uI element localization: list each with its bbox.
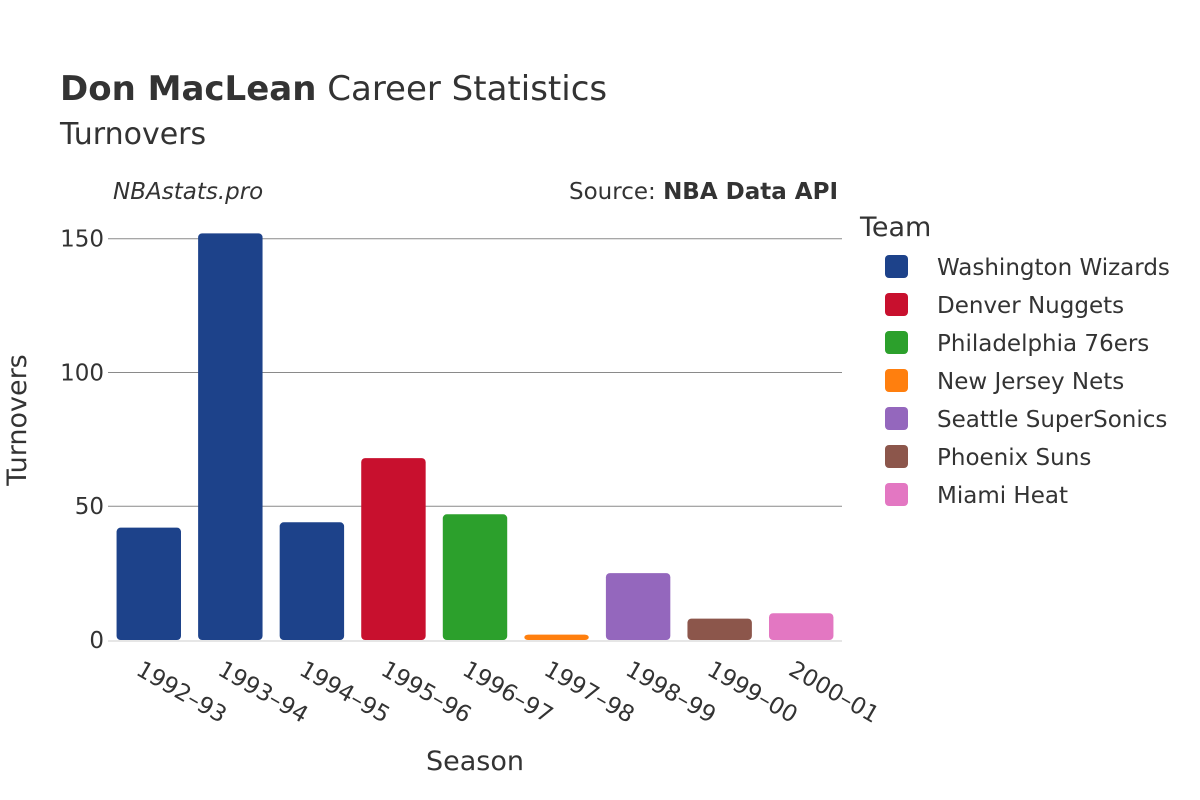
legend-swatch[interactable] [885,407,908,430]
legend-label[interactable]: Denver Nuggets [937,293,1124,319]
bar-1999–00[interactable] [687,618,752,640]
legend-label[interactable]: New Jersey Nets [937,369,1124,395]
bar-1994–95[interactable] [279,522,345,640]
legend-swatch[interactable] [885,445,908,468]
legend-swatch[interactable] [885,483,908,506]
x-tick-labels: 1992–931993–941994–951995–961996–971997–… [132,657,883,729]
y-tick-labels: 0 50 100 150 [60,227,104,654]
source-note: Source: NBA Data API [569,179,838,205]
x-tick-label: 1996–97 [458,657,557,729]
legend-swatch[interactable] [885,331,908,354]
x-tick-label: 2000–01 [784,657,883,729]
x-tick-label: 1995–96 [376,657,475,729]
bar-1992–93[interactable] [116,527,181,640]
bars [116,233,834,640]
legend-swatch[interactable] [885,293,908,316]
x-tick-label: 1997–98 [540,657,639,729]
y-tick-label: 0 [89,628,104,654]
legend-label[interactable]: Seattle SuperSonics [937,407,1167,433]
bar-1997–98[interactable] [524,634,589,640]
bar-1996–97[interactable] [442,514,508,640]
title-rest: Career Statistics [316,69,607,109]
legend-label[interactable]: Phoenix Suns [937,445,1091,471]
x-tick-label: 1992–93 [132,657,231,729]
legend-swatch[interactable] [885,369,908,392]
bar-1995–96[interactable] [361,458,426,640]
bar-1998–99[interactable] [605,573,671,640]
chart-subtitle: Turnovers [59,117,206,152]
y-tick-label: 100 [60,360,104,386]
legend-label[interactable]: Miami Heat [937,483,1068,509]
legend-label[interactable]: Washington Wizards [937,255,1170,281]
legend: Team Washington Wizards Denver Nuggets Phi… [859,212,1170,509]
y-tick-label: 150 [60,227,104,253]
bar-2000–01[interactable] [769,613,834,640]
legend-title: Team [859,212,931,243]
source-name: NBA Data API [663,179,838,205]
y-axis-label: Turnovers [2,354,33,487]
bar-1993–94[interactable] [198,233,263,640]
legend-swatch[interactable] [885,255,908,278]
player-name: Don MacLean [60,69,316,109]
x-tick-label: 1999–00 [703,657,802,729]
x-axis-label: Season [426,746,524,777]
watermark: NBAstats.pro [113,179,263,205]
legend-label[interactable]: Philadelphia 76ers [937,331,1149,357]
x-tick-label: 1998–99 [621,657,720,729]
source-prefix: Source: [569,179,663,205]
chart-title: Don MacLean Career Statistics [60,69,607,109]
y-tick-label: 50 [75,494,104,520]
x-tick-label: 1994–95 [295,657,394,729]
x-tick-label: 1993–94 [213,657,312,729]
